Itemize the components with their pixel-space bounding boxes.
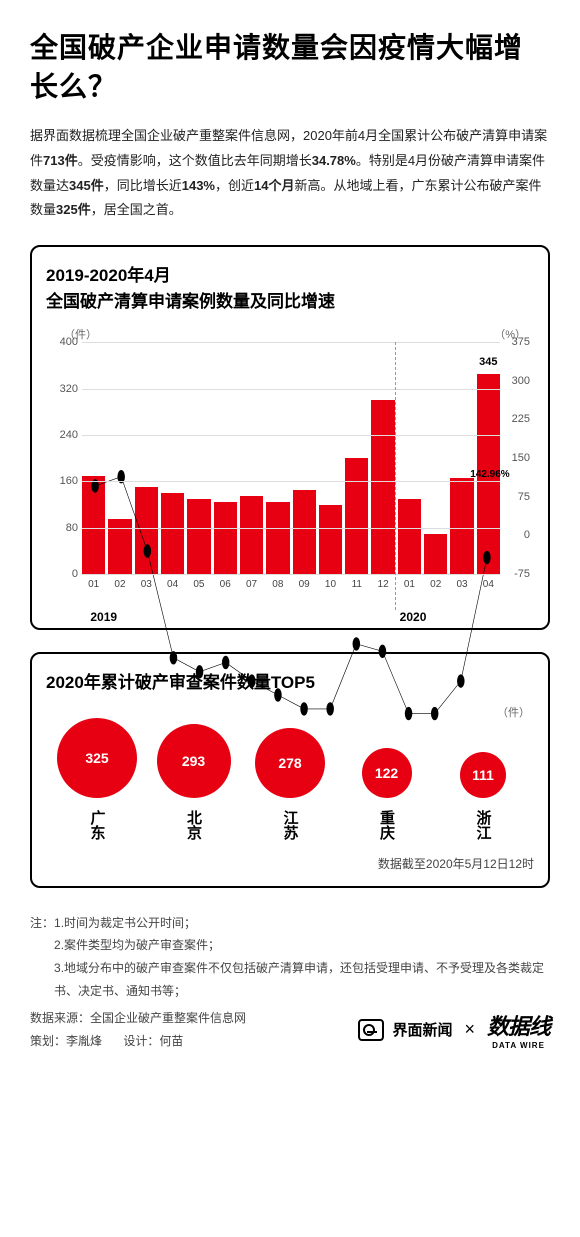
year-2019: 2019 [90,610,117,624]
chart-title-1: 2019-2020年4月 [46,263,534,289]
footer: 数据来源：全国企业破产重整案件信息网 策划：李胤烽 设计：何苗 界面新闻 × 数… [30,1007,550,1053]
chart-monthly-panel: 2019-2020年4月 全国破产清算申请案例数量及同比增速 （件） （%） 3… [30,245,550,630]
intro-t: ，创近 [215,178,254,193]
bubble: 278 [255,728,325,798]
y-right-tick: -75 [514,568,530,580]
bubble: 111 [460,752,506,798]
notes: 注： 1.时间为裁定书公开时间； 2.案件类型均为破产审查案件； 3.地域分布中… [30,912,550,1003]
intro-paragraph: 据界面数据梳理全国企业破产重整案件信息网，2020年前4月全国累计公布破产清算申… [30,124,550,223]
note-2: 2.案件类型均为破产审查案件； [54,934,550,957]
province-label: 江苏 [280,806,301,845]
intro-t: 。受疫情影响，这个数值比去年同期增长 [78,153,312,168]
x-axis: 01020304050607080910111201020304 [82,579,500,590]
province-label: 广东 [87,806,108,845]
plan-val: 李胤烽 [66,1034,102,1048]
note-1: 1.时间为裁定书公开时间； [54,912,550,935]
year-2020: 2020 [400,610,427,624]
plan-head: 策划： [30,1034,66,1048]
x-tick: 03 [135,579,158,590]
x-mark: × [464,1019,475,1040]
intro-t: ，居全国之首。 [91,202,182,217]
top5-item: 325 广东 [52,714,142,845]
x-tick: 11 [345,579,368,590]
source-head: 数据来源： [30,1011,90,1025]
y-right-tick: 0 [524,529,530,541]
top5-item: 278 江苏 [245,714,335,845]
bubble: 122 [362,748,412,798]
brand-row: 界面新闻 × 数据线 DATA WIRE [358,1009,550,1050]
page-title: 全国破产企业申请数量会因疫情大幅增长么？ [30,28,550,106]
top5-title: 2020年累计破产审查案件数量TOP5 [46,670,534,696]
intro-b: 34.78% [312,153,356,168]
intro-b: 713件 [43,153,78,168]
x-tick: 01 [82,579,105,590]
y-left-tick: 0 [52,568,78,580]
x-tick: 02 [424,579,447,590]
y-left-tick: 400 [52,336,78,348]
top5-item: 111 浙江 [438,714,528,845]
x-tick: 06 [214,579,237,590]
intro-b: 345件 [69,178,104,193]
top5-item: 293 北京 [149,714,239,845]
brand-datawire: 数据线 DATA WIRE [487,1009,550,1050]
brand-name: 界面新闻 [392,1019,452,1040]
province-label: 浙江 [473,806,494,845]
province-label: 北京 [183,806,204,845]
design-head: 设计： [123,1034,159,1048]
x-tick: 03 [450,579,473,590]
x-tick: 05 [187,579,210,590]
top5-unit: （件） [497,704,530,720]
x-tick: 09 [293,579,316,590]
chart-top5-panel: 2020年累计破产审查案件数量TOP5 （件） 325 广东 293 北京 278 江苏 1… [30,652,550,888]
x-tick: 01 [398,579,421,590]
y-left-tick: 160 [52,475,78,487]
line-end-label: 142.96% [470,469,509,480]
y-left-tick: 240 [52,429,78,441]
intro-b: 143% [182,178,215,193]
intro-t: ，同比增长近 [104,178,182,193]
y-left-tick: 320 [52,383,78,395]
top5-item: 122 重庆 [342,714,432,845]
x-tick: 08 [266,579,289,590]
chart-title-2: 全国破产清算申请案例数量及同比增速 [46,289,534,315]
province-label: 重庆 [376,806,397,845]
y-right-tick: 150 [512,452,530,464]
bubble: 325 [57,718,137,798]
y-right-tick: 75 [518,491,530,503]
brand-jiemian: 界面新闻 [358,1019,452,1041]
y-right-tick: 300 [512,375,530,387]
x-tick: 10 [319,579,342,590]
design-val: 何苗 [159,1034,183,1048]
plot: 345 01020304050607080910111201020304 201… [82,342,500,574]
year-divider [395,342,396,610]
x-tick: 12 [371,579,394,590]
chart-area: （件） （%） 345 0102030405060708091011120102… [46,324,534,614]
x-tick: 07 [240,579,263,590]
x-tick: 04 [161,579,184,590]
intro-b: 325件 [56,202,91,217]
y-left-tick: 80 [52,522,78,534]
x-tick: 02 [108,579,131,590]
note-3: 3.地域分布中的破产审查案件不仅包括破产清算申请，还包括受理申请、不予受理及各类… [54,957,550,1003]
y-right-tick: 225 [512,413,530,425]
notes-head: 注： [30,912,54,1003]
y-right-tick: 375 [512,336,530,348]
x-tick: 04 [477,579,500,590]
top5-row: （件） 325广东293北京278江苏122重庆111浙江 [46,714,534,845]
bubble: 293 [157,724,231,798]
camera-icon [358,1019,384,1041]
data-cutoff: 数据截至2020年5月12日12时 [46,855,534,872]
intro-b: 14个月 [254,178,294,193]
source-val: 全国企业破产重整案件信息网 [90,1011,246,1025]
